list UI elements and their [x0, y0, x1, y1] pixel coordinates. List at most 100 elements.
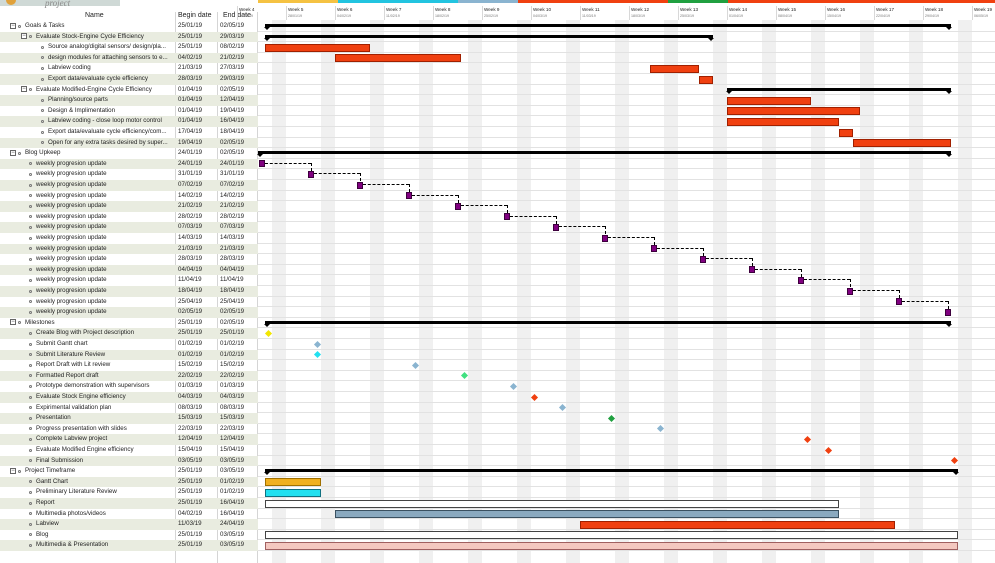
task-end-date[interactable]: 01/02/19 — [220, 488, 245, 496]
task-name[interactable]: weekly progresion update — [36, 223, 107, 231]
task-end-date[interactable]: 28/02/19 — [220, 212, 245, 220]
task-row[interactable]: weekly progresion update 28/02/19 28/02/19 — [0, 212, 995, 223]
task-row[interactable]: Planning/source parts 01/04/19 12/04/19 — [0, 95, 995, 106]
task-end-date[interactable]: 16/04/19 — [220, 509, 245, 517]
task-bar[interactable] — [335, 510, 839, 519]
task-name[interactable]: Complete Labview project — [36, 435, 108, 443]
task-name[interactable]: weekly progresion update — [36, 191, 107, 199]
collapse-toggle-icon[interactable]: − — [21, 86, 27, 93]
task-begin-date[interactable]: 25/01/19 — [178, 541, 203, 549]
task-row[interactable]: Submit Gantt chart 01/02/19 01/02/19 — [0, 339, 995, 350]
task-begin-date[interactable]: 01/04/19 — [178, 106, 203, 114]
task-end-date[interactable]: 01/03/19 — [220, 382, 245, 390]
task-name[interactable]: Evaluate Modified-Engine Cycle Efficienc… — [36, 85, 152, 93]
task-begin-date[interactable]: 01/03/19 — [178, 382, 203, 390]
task-end-date[interactable]: 21/02/19 — [220, 202, 245, 210]
task-end-date[interactable]: 04/03/19 — [220, 393, 245, 400]
task-row[interactable]: Create Blog with Project description 25/0… — [0, 328, 995, 339]
task-end-date[interactable]: 24/04/19 — [220, 520, 245, 528]
task-end-date[interactable]: 11/04/19 — [220, 276, 244, 284]
task-name[interactable]: weekly progresion update — [36, 181, 107, 188]
task-row[interactable]: Blog 25/01/19 03/05/19 — [0, 530, 995, 541]
blog-update-marker[interactable] — [454, 202, 461, 210]
task-begin-date[interactable]: 25/01/19 — [178, 329, 203, 337]
task-begin-date[interactable]: 31/01/19 — [178, 170, 203, 178]
task-row[interactable]: weekly progresion update 07/02/19 07/02/19 — [0, 180, 995, 191]
task-begin-date[interactable]: 02/05/19 — [178, 308, 203, 316]
task-row[interactable]: weekly progresion update 21/02/19 21/02/19 — [0, 201, 995, 212]
task-row[interactable]: Labview 11/03/19 24/04/19 — [0, 519, 995, 530]
task-bar[interactable] — [265, 43, 370, 52]
task-begin-date[interactable]: 21/03/19 — [178, 244, 203, 252]
task-row[interactable]: weekly progresion update 31/01/19 31/01/19 — [0, 169, 995, 180]
task-bar[interactable] — [265, 531, 958, 540]
task-row[interactable]: Export data/evaluate cycle efficiency/co… — [0, 127, 995, 138]
task-name[interactable]: weekly progresion update — [36, 297, 107, 305]
task-row[interactable]: weekly progresion update 14/03/19 14/03/19 — [0, 233, 995, 244]
task-row[interactable]: Preliminary Literature Review 25/01/19 01/… — [0, 487, 995, 498]
task-begin-date[interactable]: 07/03/19 — [178, 223, 203, 231]
task-begin-date[interactable]: 14/03/19 — [178, 234, 203, 241]
task-row[interactable]: Submit Literature Review 01/02/19 01/02/19 — [0, 349, 995, 361]
task-name[interactable]: design modules for attaching sensors to … — [48, 53, 168, 61]
task-name[interactable]: weekly progresion update — [36, 202, 107, 210]
task-end-date[interactable]: 21/03/19 — [220, 244, 245, 252]
task-row[interactable]: Report Draft with Lit review 15/02/19 15/0… — [0, 360, 995, 371]
task-begin-date[interactable]: 25/04/19 — [178, 297, 203, 305]
task-begin-date[interactable]: 04/02/19 — [178, 509, 203, 517]
blog-update-marker[interactable] — [748, 266, 755, 274]
task-begin-date[interactable]: 21/03/19 — [178, 64, 203, 72]
task-name[interactable]: weekly progresion update — [36, 234, 107, 241]
task-name[interactable]: Multimedia & Presentation — [36, 541, 109, 549]
task-name[interactable]: Evaluate Stock Engine efficiency — [36, 393, 126, 400]
task-name[interactable]: Submit Literature Review — [36, 350, 106, 358]
summary-bar[interactable] — [726, 87, 952, 94]
task-name[interactable]: Labview coding - close loop motor contro… — [48, 117, 162, 125]
task-row[interactable]: weekly progresion update 21/03/19 21/03/19 — [0, 243, 995, 255]
task-end-date[interactable]: 15/02/19 — [220, 361, 245, 369]
task-name[interactable]: weekly progresion update — [36, 159, 107, 167]
task-name[interactable]: Report — [36, 499, 55, 506]
task-begin-date[interactable]: 25/01/19 — [178, 43, 203, 51]
blog-update-marker[interactable] — [601, 234, 608, 242]
task-name[interactable]: Multimedia photos/videos — [36, 509, 106, 517]
task-begin-date[interactable]: 25/01/19 — [178, 32, 203, 40]
task-row[interactable]: Multimedia photos/videos 04/02/19 16/04/19 — [0, 509, 995, 520]
task-begin-date[interactable]: 12/04/19 — [178, 435, 203, 443]
blog-update-marker[interactable] — [552, 223, 559, 231]
task-begin-date[interactable]: 03/05/19 — [178, 456, 203, 464]
task-begin-date[interactable]: 08/03/19 — [178, 403, 203, 411]
task-end-date[interactable]: 27/03/19 — [220, 64, 245, 72]
task-row[interactable]: Labview coding - close loop motor contro… — [0, 116, 995, 127]
task-end-date[interactable]: 01/02/19 — [220, 340, 245, 347]
task-row[interactable]: design modules for attaching sensors to … — [0, 52, 995, 64]
task-name[interactable]: Report Draft with Lit review — [36, 361, 111, 369]
task-row[interactable]: Complete Labview project 12/04/19 12/04/19 — [0, 434, 995, 445]
task-name[interactable]: Progress presentation with slides — [36, 424, 127, 432]
task-bar[interactable] — [727, 107, 860, 116]
task-begin-date[interactable]: 01/02/19 — [178, 350, 203, 358]
task-name[interactable]: Source analog/digital sensors/ design/pl… — [48, 43, 166, 51]
task-name[interactable]: weekly progresion update — [36, 287, 107, 294]
task-end-date[interactable]: 14/02/19 — [220, 191, 245, 199]
task-end-date[interactable]: 08/02/19 — [220, 43, 245, 51]
task-name[interactable]: Presentation — [36, 414, 71, 422]
task-row[interactable]: − Goals & Tasks 25/01/19 02/05/19 — [0, 21, 995, 32]
task-name[interactable]: weekly progresion update — [36, 212, 107, 220]
task-begin-date[interactable]: 01/04/19 — [178, 117, 203, 125]
blog-update-marker[interactable] — [944, 308, 951, 316]
task-begin-date[interactable]: 25/01/19 — [178, 467, 203, 475]
summary-bar[interactable] — [264, 469, 959, 476]
task-bar[interactable] — [265, 478, 321, 487]
task-begin-date[interactable]: 11/04/19 — [178, 276, 202, 284]
task-end-date[interactable]: 02/05/19 — [220, 149, 245, 157]
task-end-date[interactable]: 24/01/19 — [220, 159, 245, 167]
task-end-date[interactable]: 22/03/19 — [220, 424, 245, 432]
task-row[interactable]: − Blog Upkeep 24/01/19 02/05/19 — [0, 148, 995, 159]
task-name[interactable]: Blog — [36, 530, 49, 538]
task-begin-date[interactable]: 28/03/19 — [178, 255, 203, 263]
summary-bar[interactable] — [264, 24, 952, 30]
task-bar[interactable] — [839, 128, 853, 137]
task-bar[interactable] — [853, 139, 951, 148]
task-name[interactable]: weekly progresion update — [36, 244, 107, 252]
